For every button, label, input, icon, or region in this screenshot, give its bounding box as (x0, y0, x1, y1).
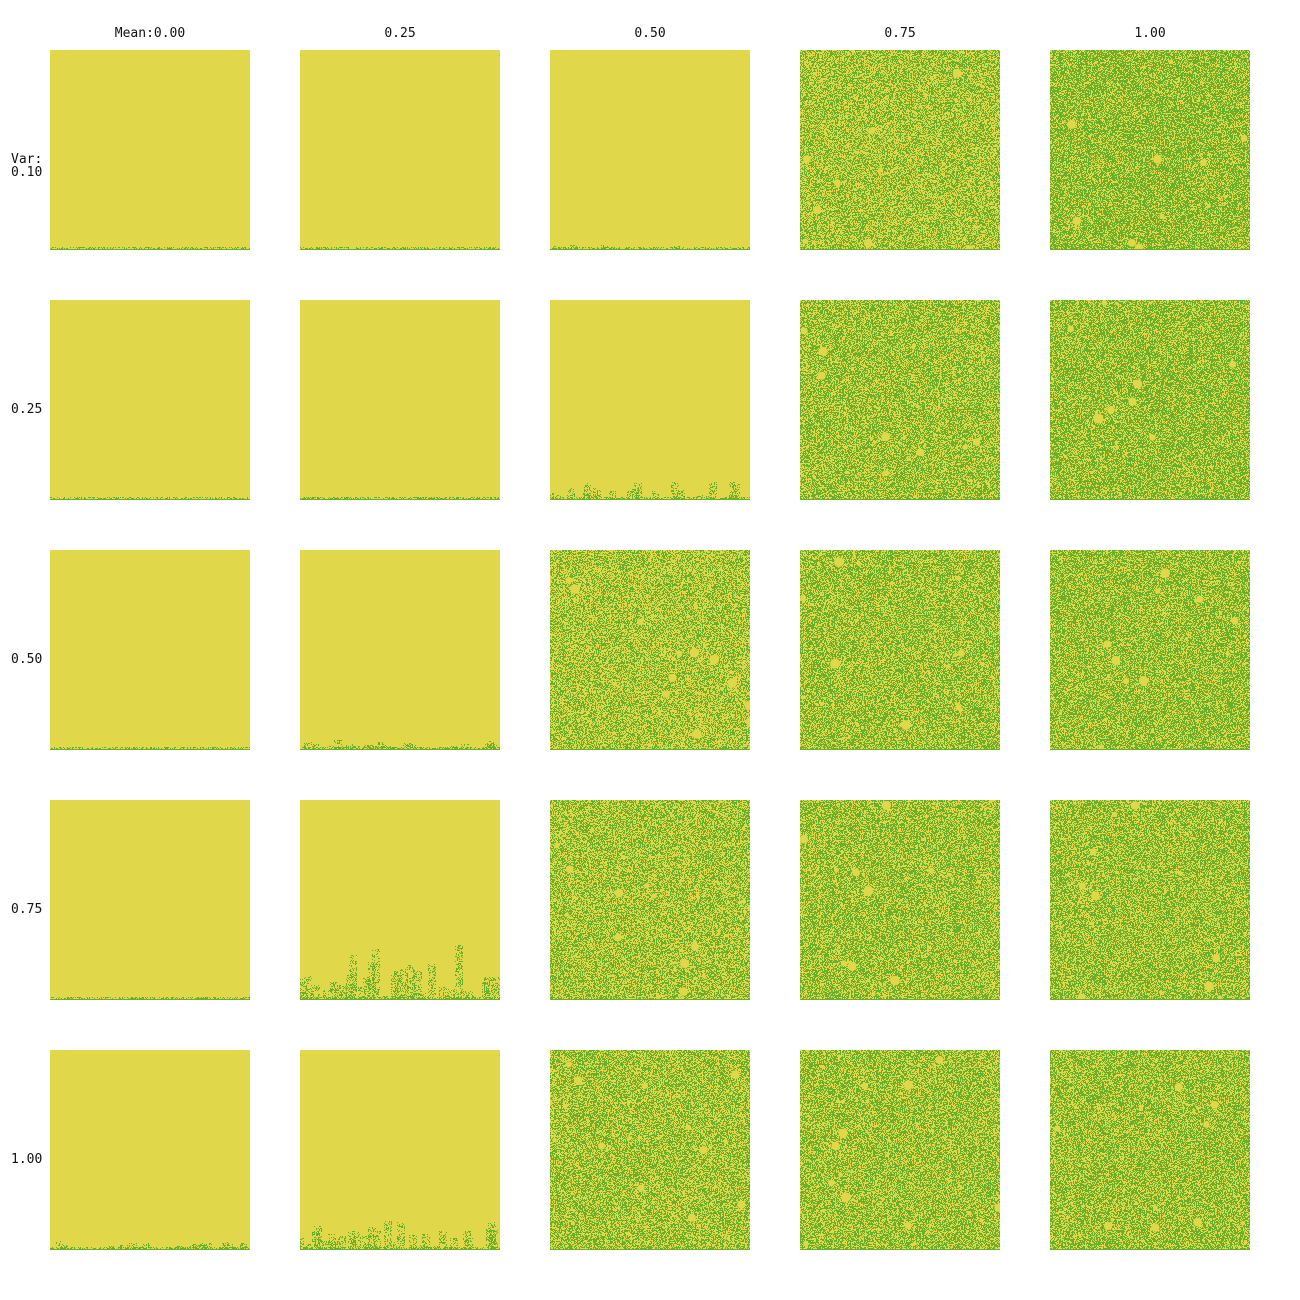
panel-var-4-mean-2 (550, 1050, 750, 1250)
panel-var-2-mean-3 (800, 550, 1000, 750)
panel-var-0-mean-0 (50, 50, 250, 250)
row-header-value: 1.00 (11, 1152, 43, 1167)
panel-var-2-mean-0 (50, 550, 250, 750)
column-header-mean-4: 1.00 (1050, 27, 1250, 41)
row-header-var-4: 1.00 (11, 1153, 42, 1166)
row-header-value: 0.75 (11, 902, 43, 917)
column-header-mean-3: 0.75 (800, 27, 1000, 41)
panel-var-2-mean-2 (550, 550, 750, 750)
column-header-value: 0.50 (634, 26, 666, 41)
column-header-mean-0: Mean:0.00 (50, 27, 250, 41)
column-header-value: 0.00 (153, 26, 186, 41)
panel-var-4-mean-1 (300, 1050, 500, 1250)
row-header-prefix: Var: (11, 152, 43, 167)
column-header-prefix: Mean: (114, 26, 154, 41)
panel-var-4-mean-4 (1050, 1050, 1250, 1250)
panel-var-0-mean-2 (550, 50, 750, 250)
panel-var-0-mean-1 (300, 50, 500, 250)
panel-var-2-mean-4 (1050, 550, 1250, 750)
row-header-var-1: 0.25 (11, 403, 42, 416)
panel-var-3-mean-1 (300, 800, 500, 1000)
panel-var-3-mean-4 (1050, 800, 1250, 1000)
panel-var-3-mean-2 (550, 800, 750, 1000)
column-header-value: 0.75 (884, 26, 916, 41)
row-header-value: 0.10 (11, 165, 43, 180)
panel-var-3-mean-3 (800, 800, 1000, 1000)
panel-var-1-mean-3 (800, 300, 1000, 500)
panel-var-1-mean-1 (300, 300, 500, 500)
column-header-mean-1: 0.25 (300, 27, 500, 41)
column-header-value: 1.00 (1134, 26, 1166, 41)
panel-var-4-mean-0 (50, 1050, 250, 1250)
panel-var-2-mean-1 (300, 550, 500, 750)
row-header-value: 0.25 (11, 402, 43, 417)
panel-var-1-mean-4 (1050, 300, 1250, 500)
panel-var-0-mean-3 (800, 50, 1000, 250)
row-header-var-2: 0.50 (11, 653, 42, 666)
panel-var-1-mean-0 (50, 300, 250, 500)
row-header-var-0: Var: 0.10 (11, 153, 42, 179)
row-header-var-3: 0.75 (11, 903, 42, 916)
panel-var-3-mean-0 (50, 800, 250, 1000)
panel-var-1-mean-2 (550, 300, 750, 500)
panel-var-4-mean-3 (800, 1050, 1000, 1250)
row-header-value: 0.50 (11, 652, 43, 667)
column-header-value: 0.25 (384, 26, 416, 41)
column-header-mean-2: 0.50 (550, 27, 750, 41)
panel-var-0-mean-4 (1050, 50, 1250, 250)
